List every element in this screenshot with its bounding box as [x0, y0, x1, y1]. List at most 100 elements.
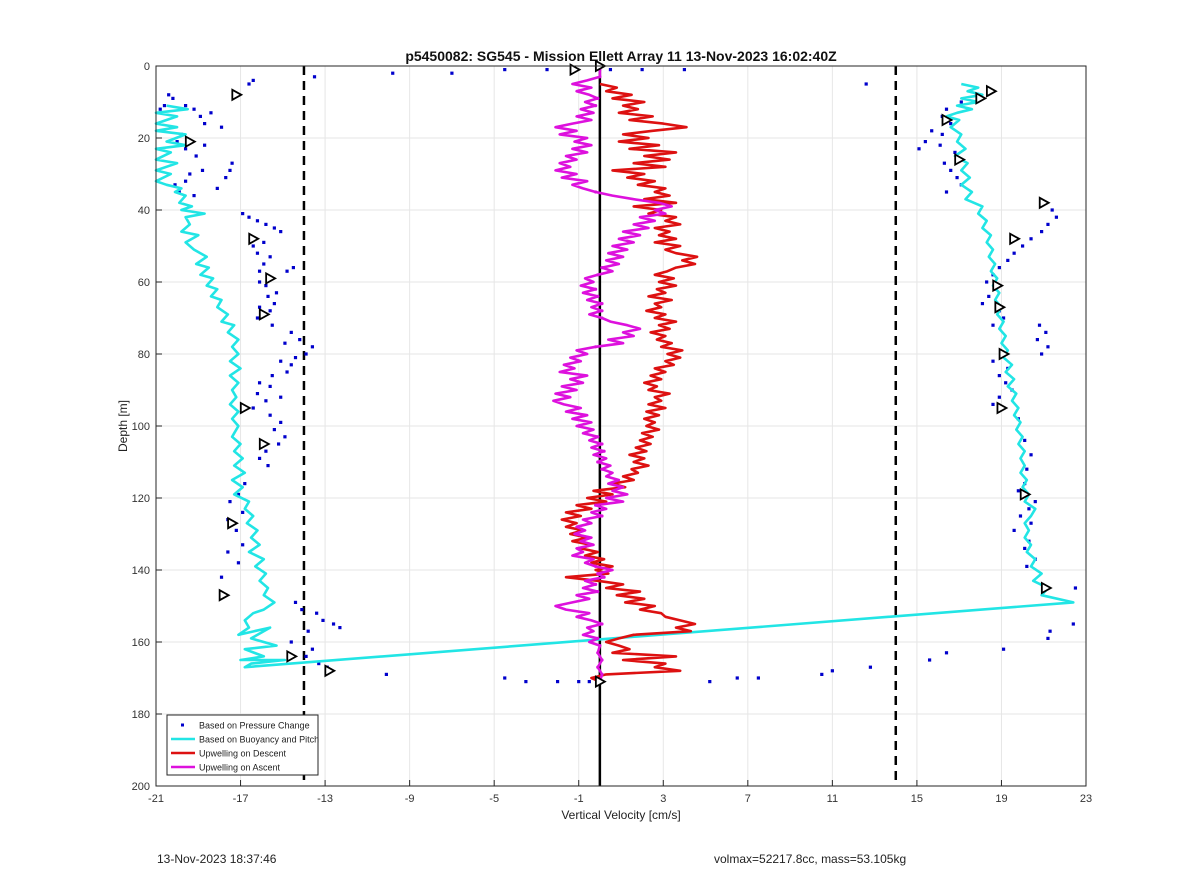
ascent-point: [596, 273, 600, 277]
pressure-point: [257, 456, 262, 460]
pressure-point: [224, 176, 228, 180]
ascent-point: [600, 467, 604, 471]
pressure-point: [276, 442, 281, 446]
ascent-point: [596, 665, 600, 669]
ascent-point: [596, 590, 600, 594]
pressure-point: [268, 413, 272, 417]
x-tick-label: -5: [489, 793, 499, 805]
legend: Based on Pressure Change Based on Buoyanc…: [166, 714, 319, 776]
pressure-point: [944, 190, 949, 194]
triangle-marker: [941, 113, 954, 127]
pressure-point: [192, 107, 196, 111]
ascent-point: [596, 294, 600, 298]
pressure-point: [255, 392, 260, 396]
triangle-marker: [184, 135, 197, 149]
triangle-marker: [994, 300, 1007, 314]
x-tick-label: 11: [827, 793, 838, 805]
ascent-point-markers: [594, 68, 606, 684]
pressure-point: [272, 428, 276, 432]
pressure-point: [279, 230, 283, 234]
pressure-point: [272, 226, 276, 230]
pressure-point: [991, 359, 995, 363]
ascent-point: [600, 658, 604, 662]
pressure-point: [203, 143, 207, 147]
pressure-point: [1029, 237, 1033, 241]
pressure-point: [188, 172, 192, 176]
pressure-point: [310, 345, 315, 349]
pressure-point: [183, 179, 188, 183]
x-axis-label: Vertical Velocity [cm/s]: [561, 808, 680, 822]
pressure-point: [298, 338, 302, 342]
y-tick-label: 160: [132, 637, 150, 649]
pressure-point: [524, 680, 528, 684]
pressure-point: [864, 82, 868, 86]
ascent-point: [602, 449, 606, 453]
pressure-point: [257, 280, 262, 284]
pressure-point: [756, 676, 760, 680]
x-tick-label: -21: [148, 793, 164, 805]
pressure-point: [241, 543, 245, 547]
pressure-point: [1050, 208, 1054, 212]
y-tick-label: 80: [138, 349, 150, 361]
pressure-point: [1046, 636, 1050, 640]
pressure-point: [944, 651, 949, 655]
pressure-point: [291, 266, 295, 270]
pressure-point: [1004, 381, 1008, 385]
pressure-point: [162, 104, 167, 108]
ascent-point: [600, 302, 604, 306]
pressure-point: [450, 71, 454, 75]
pressure-point: [266, 294, 270, 298]
y-tick-label: 140: [132, 565, 150, 577]
pressure-point: [1018, 514, 1023, 518]
pressure-point: [923, 140, 927, 144]
pressure-point: [219, 575, 224, 579]
pressure-point: [247, 215, 251, 219]
pressure-point: [251, 406, 255, 410]
triangle-marker: [998, 347, 1011, 361]
pressure-point: [234, 528, 238, 532]
pressure-point: [1025, 467, 1029, 471]
triangle-marker: [985, 84, 998, 98]
ascent-point: [600, 316, 604, 320]
pressure-point: [1035, 338, 1039, 342]
pressure-point: [289, 640, 293, 644]
triangle-marker: [594, 675, 607, 689]
legend-label-based-on-pressure-change: Based on Pressure Change: [199, 721, 310, 731]
pressure-point: [268, 384, 272, 388]
pressure-point: [1033, 500, 1037, 504]
pressure-point: [272, 302, 276, 306]
x-tick-label: -13: [317, 793, 333, 805]
pressure-point: [1044, 330, 1048, 334]
pressure-point: [317, 662, 321, 666]
pressure-point: [257, 269, 262, 273]
pressure-point: [266, 464, 270, 468]
pressure-point: [640, 68, 644, 72]
y-tick-label: 100: [132, 421, 150, 433]
triangle-marker: [1038, 196, 1051, 210]
pressure-point: [1029, 521, 1033, 525]
pressure-point: [955, 176, 959, 180]
pressure-point: [228, 500, 232, 504]
x-tick-label: 15: [911, 793, 923, 805]
triangle-marker: [239, 401, 252, 415]
pressure-point: [310, 647, 315, 651]
pressure-point: [183, 104, 188, 108]
pressure-point: [1027, 507, 1031, 511]
pressure-point: [279, 359, 283, 363]
pressure-point: [264, 399, 268, 403]
pressure-point: [251, 78, 255, 82]
ascent-point: [594, 582, 598, 587]
triangle-marker: [324, 664, 337, 678]
pressure-point: [384, 672, 388, 676]
pressure-point: [1071, 622, 1075, 626]
pressure-point: [682, 68, 687, 72]
ascent-point: [596, 96, 600, 100]
triangle-marker: [231, 88, 244, 102]
series-upwelling-on-ascent: [552, 69, 674, 682]
series-upwelling-on-descent: [560, 82, 699, 683]
ascent-point: [594, 345, 598, 349]
pressure-point: [175, 140, 179, 144]
pressure-point: [192, 194, 196, 198]
pressure-point: [183, 147, 188, 151]
legend-label-based-on-buoyancy-and-pitch: Based on Buoyancy and Pitch: [199, 735, 319, 745]
